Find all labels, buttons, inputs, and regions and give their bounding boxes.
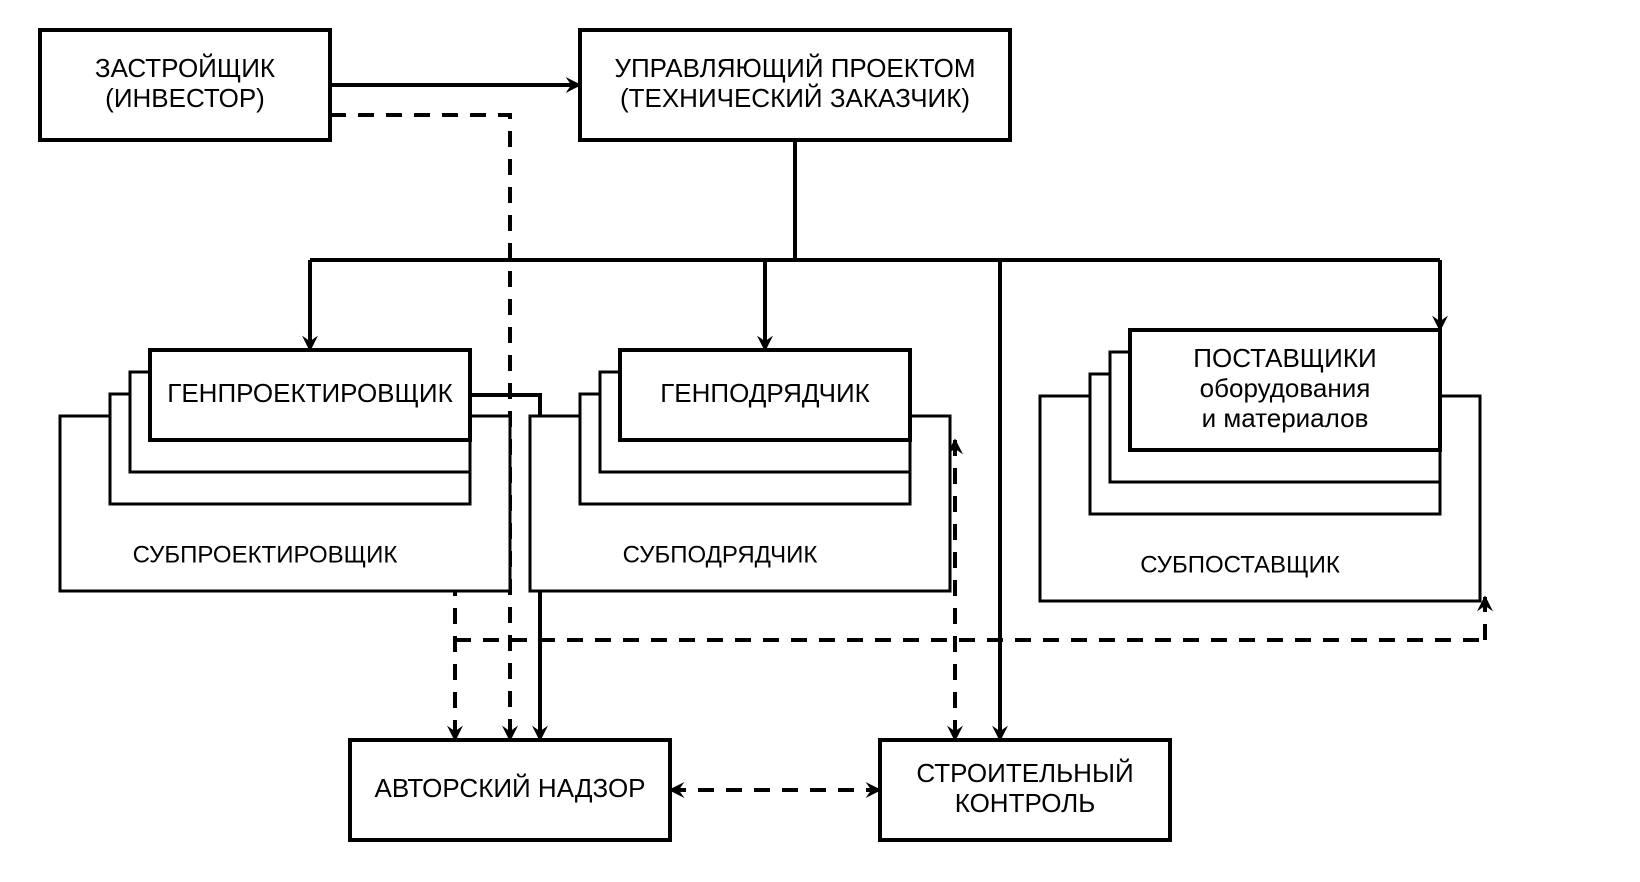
node-gen_designer-sublabel: СУБПРОЕКТИРОВЩИК (133, 541, 398, 568)
node-suppliers-sublabel: СУБПОСТАВЩИК (1140, 551, 1340, 578)
node-construction_control: СТРОИТЕЛЬНЫЙКОНТРОЛЬ (880, 740, 1170, 840)
node-gen_contractor-label-0: ГЕНПОДРЯДЧИК (660, 378, 870, 408)
node-author_supervision-label-0: АВТОРСКИЙ НАДЗОР (374, 773, 645, 803)
node-gen_contractor: СУБПОДРЯДЧИК ГЕНПОДРЯДЧИК (530, 350, 950, 591)
node-pm-label-0: УПРАВЛЯЮЩИЙ ПРОЕКТОМ (614, 53, 975, 83)
node-developer: ЗАСТРОЙЩИК(ИНВЕСТОР) (40, 30, 330, 140)
node-pm-label-1: (ТЕХНИЧЕСКИЙ ЗАКАЗЧИК) (620, 83, 970, 113)
node-gen_contractor-sublabel: СУБПОДРЯДЧИК (623, 541, 818, 568)
node-suppliers: СУБПОСТАВЩИК ПОСТАВЩИКИоборудованияи мате… (1040, 330, 1480, 601)
node-developer-label-1: (ИНВЕСТОР) (105, 83, 265, 113)
node-construction_control-label-1: КОНТРОЛЬ (955, 788, 1096, 818)
node-developer-label-0: ЗАСТРОЙЩИК (95, 53, 275, 83)
node-construction_control-label-0: СТРОИТЕЛЬНЫЙ (916, 758, 1133, 788)
node-author_supervision: АВТОРСКИЙ НАДЗОР (350, 740, 670, 840)
org-flowchart: ЗАСТРОЙЩИК(ИНВЕСТОР) УПРАВЛЯЮЩИЙ ПРОЕКТОМ… (0, 0, 1640, 882)
node-gen_designer-label-0: ГЕНПРОЕКТИРОВЩИК (167, 378, 452, 408)
nodes: ЗАСТРОЙЩИК(ИНВЕСТОР) УПРАВЛЯЮЩИЙ ПРОЕКТОМ… (40, 30, 1480, 840)
node-gen_designer: СУБПРОЕКТИРОВЩИК ГЕНПРОЕКТИРОВЩИК (60, 350, 510, 591)
node-suppliers-label-0: ПОСТАВЩИКИ (1193, 343, 1376, 373)
node-suppliers-label-1: оборудования (1200, 373, 1371, 403)
node-pm: УПРАВЛЯЮЩИЙ ПРОЕКТОМ(ТЕХНИЧЕСКИЙ ЗАКАЗЧИ… (580, 30, 1010, 140)
node-suppliers-label-2: и материалов (1202, 403, 1369, 433)
